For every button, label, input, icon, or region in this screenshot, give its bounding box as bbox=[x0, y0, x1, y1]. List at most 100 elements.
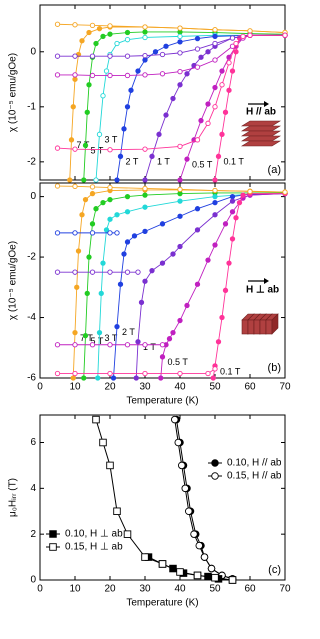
curve-label: 0.5 T bbox=[192, 159, 213, 169]
marker bbox=[215, 153, 222, 159]
marker bbox=[233, 49, 239, 55]
marker bbox=[177, 317, 183, 324]
marker bbox=[79, 38, 85, 44]
marker bbox=[142, 204, 148, 210]
marker bbox=[117, 281, 124, 287]
marker bbox=[210, 375, 216, 381]
marker bbox=[240, 33, 246, 40]
marker bbox=[177, 186, 183, 192]
x-tick-label: 60 bbox=[244, 584, 256, 595]
marker bbox=[229, 35, 236, 41]
marker bbox=[81, 375, 87, 381]
y-tick-label: -2 bbox=[27, 156, 36, 167]
panel-label: (a) bbox=[268, 164, 281, 176]
plot-frame bbox=[39, 4, 286, 181]
marker bbox=[184, 507, 193, 516]
marker bbox=[72, 76, 78, 82]
y-tick-label: -6 bbox=[27, 373, 36, 384]
marker bbox=[114, 177, 120, 183]
curve-label: 1 T bbox=[157, 157, 170, 167]
marker bbox=[124, 342, 131, 348]
marker bbox=[96, 131, 103, 137]
marker bbox=[177, 370, 183, 377]
marker bbox=[226, 60, 232, 66]
curve-label: 0.5 T bbox=[168, 357, 189, 367]
marker bbox=[177, 198, 183, 204]
marker bbox=[107, 184, 113, 191]
marker bbox=[89, 269, 96, 275]
x-tick-label: 30 bbox=[139, 584, 151, 595]
marker bbox=[222, 109, 229, 115]
marker bbox=[72, 146, 78, 152]
marker bbox=[177, 68, 183, 75]
marker bbox=[142, 228, 148, 235]
marker bbox=[142, 52, 148, 59]
marker bbox=[174, 438, 182, 447]
marker bbox=[205, 370, 211, 377]
marker bbox=[99, 438, 107, 447]
marker bbox=[124, 239, 131, 245]
y-tick-label: -2 bbox=[27, 252, 36, 263]
marker bbox=[54, 230, 61, 236]
marker bbox=[54, 72, 61, 78]
marker bbox=[79, 212, 85, 218]
marker bbox=[219, 314, 225, 321]
marker bbox=[229, 193, 236, 200]
marker bbox=[103, 68, 110, 74]
marker bbox=[93, 40, 99, 47]
marker bbox=[142, 57, 148, 63]
marker bbox=[142, 192, 148, 198]
marker bbox=[113, 507, 121, 516]
marker bbox=[86, 254, 92, 260]
marker bbox=[233, 40, 239, 47]
marker bbox=[54, 370, 61, 377]
marker bbox=[107, 269, 113, 275]
marker bbox=[247, 28, 253, 34]
marker bbox=[89, 190, 96, 197]
x-tick-label: 40 bbox=[174, 382, 186, 393]
slab-icon-parallel bbox=[240, 101, 282, 147]
x-tick-label: 20 bbox=[104, 584, 116, 595]
marker bbox=[212, 212, 218, 218]
marker bbox=[222, 287, 229, 293]
marker bbox=[212, 366, 218, 372]
curve-label: 3 T bbox=[105, 135, 118, 145]
marker bbox=[176, 568, 184, 576]
y-axis-label: χ (10⁻⁵ emu/gOe) bbox=[8, 53, 19, 132]
legend-marker bbox=[49, 530, 57, 538]
series bbox=[54, 32, 288, 153]
marker bbox=[226, 260, 232, 266]
series bbox=[133, 190, 288, 381]
marker bbox=[212, 177, 218, 183]
marker bbox=[96, 26, 103, 32]
marker bbox=[72, 53, 78, 59]
marker bbox=[138, 299, 145, 306]
marker bbox=[54, 269, 61, 275]
x-tick-label: 40 bbox=[174, 584, 186, 595]
marker bbox=[181, 484, 189, 493]
legend-label: 0.10, H // ab bbox=[227, 458, 282, 469]
marker bbox=[128, 87, 134, 93]
marker bbox=[215, 339, 222, 345]
marker bbox=[205, 257, 211, 263]
marker bbox=[89, 53, 96, 59]
plot-frame bbox=[39, 414, 286, 581]
marker bbox=[98, 290, 104, 296]
x-tick-label: 70 bbox=[279, 382, 291, 393]
marker bbox=[229, 68, 236, 74]
x-tick-label: 30 bbox=[139, 382, 151, 393]
series bbox=[54, 342, 166, 348]
marker bbox=[200, 553, 209, 561]
marker bbox=[142, 34, 148, 41]
marker bbox=[212, 104, 218, 110]
series bbox=[54, 366, 218, 377]
marker bbox=[177, 143, 183, 150]
marker bbox=[184, 156, 190, 162]
marker bbox=[184, 302, 190, 309]
marker bbox=[107, 31, 113, 37]
marker bbox=[159, 221, 166, 227]
marker bbox=[177, 82, 183, 88]
marker bbox=[70, 375, 76, 381]
marker bbox=[82, 196, 89, 203]
field-annotation: H ⊥ ab bbox=[246, 285, 279, 296]
